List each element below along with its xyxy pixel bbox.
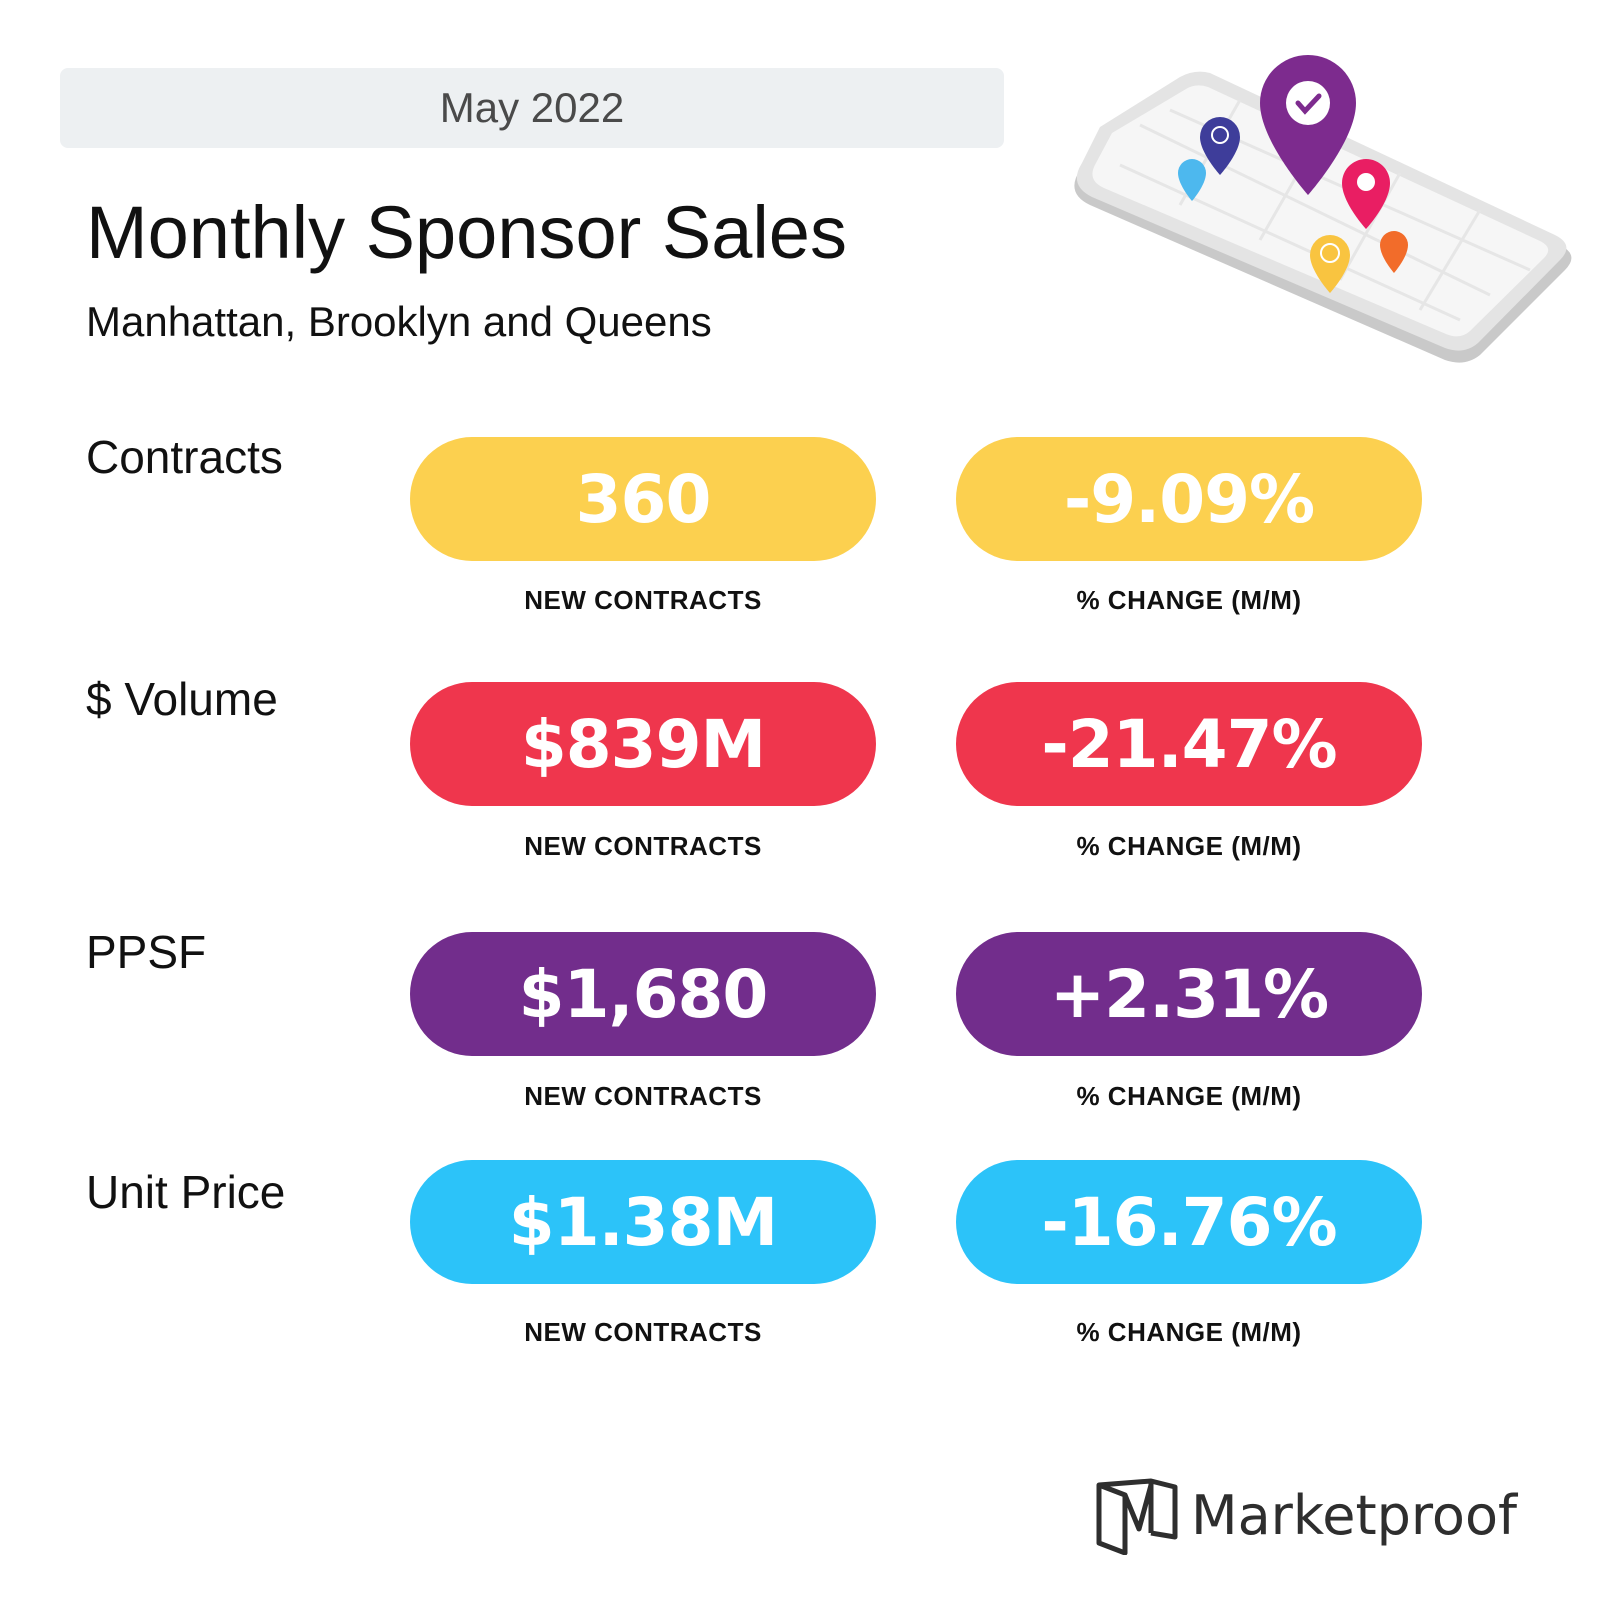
metric-change-caption: % CHANGE (M/M) <box>1076 1081 1302 1111</box>
metric-value: $1.38M <box>508 1183 778 1261</box>
metric-value-caption: NEW CONTRACTS <box>524 585 762 615</box>
metric-value-pill-ppsf: $1,680 <box>410 932 876 1056</box>
metric-value-pill-unit-price: $1.38M <box>410 1160 876 1284</box>
metric-change-pill-volume: -21.47% <box>956 682 1422 806</box>
metric-label-contracts: Contracts <box>86 431 283 483</box>
date-label: May 2022 <box>439 84 625 131</box>
metric-change-pill-ppsf: +2.31% <box>956 932 1422 1056</box>
marketproof-logo-icon <box>1096 1478 1178 1555</box>
metric-value-caption: NEW CONTRACTS <box>524 1081 762 1111</box>
brand-logo: Marketproof <box>1095 1475 1517 1555</box>
metric-label-unit-price: Unit Price <box>86 1166 286 1218</box>
metric-label-ppsf: PPSF <box>86 926 207 978</box>
date-banner: May 2022 <box>60 68 1004 148</box>
metric-change-caption: % CHANGE (M/M) <box>1076 1317 1302 1347</box>
metric-change: -21.47% <box>1041 705 1337 783</box>
metric-value: 360 <box>575 460 712 538</box>
metric-change-caption: % CHANGE (M/M) <box>1076 585 1302 615</box>
page-subtitle: Manhattan, Brooklyn and Queens <box>86 298 712 345</box>
metric-change: -16.76% <box>1041 1183 1337 1261</box>
metric-change-caption: % CHANGE (M/M) <box>1076 831 1302 861</box>
metric-value: $839M <box>520 705 766 783</box>
metric-value-caption: NEW CONTRACTS <box>524 831 762 861</box>
metric-value: $1,680 <box>518 955 769 1033</box>
metric-change: +2.31% <box>1049 955 1329 1033</box>
phone-map-pins-icon <box>1074 55 1572 363</box>
page-title: Monthly Sponsor Sales <box>86 191 847 274</box>
metric-label-volume: $ Volume <box>86 673 278 725</box>
metric-value-pill-contracts: 360 <box>410 437 876 561</box>
metric-change: -9.09% <box>1063 460 1315 538</box>
metric-value-pill-volume: $839M <box>410 682 876 806</box>
metric-change-pill-contracts: -9.09% <box>956 437 1422 561</box>
metric-value-caption: NEW CONTRACTS <box>524 1317 762 1347</box>
brand-name: Marketproof <box>1191 1483 1518 1547</box>
metric-change-pill-unit-price: -16.76% <box>956 1160 1422 1284</box>
